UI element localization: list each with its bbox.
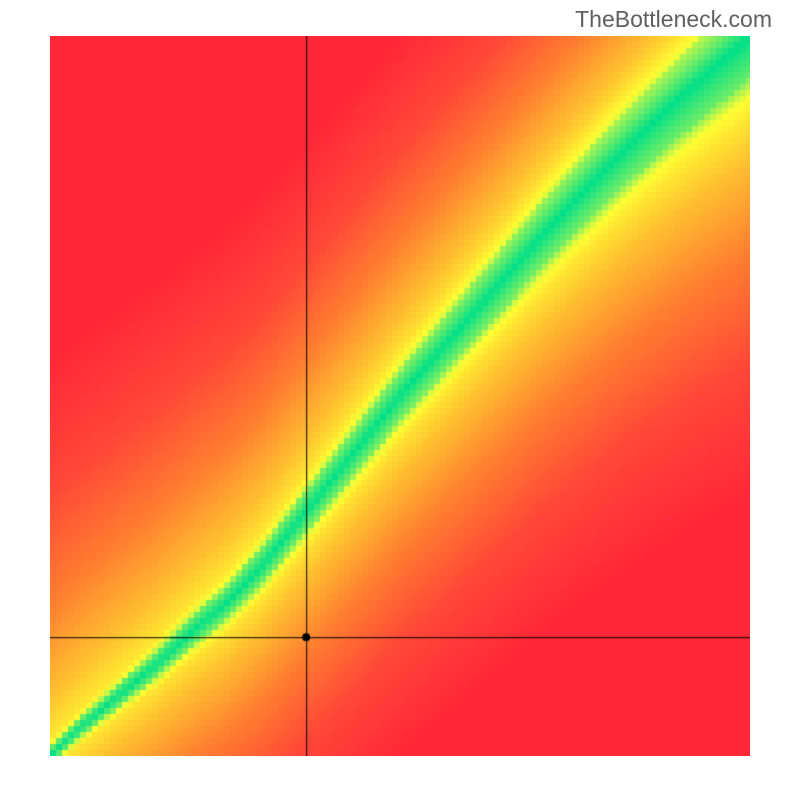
heatmap-chart (50, 36, 750, 756)
watermark: TheBottleneck.com (575, 6, 772, 33)
heatmap-canvas (50, 36, 750, 756)
chart-container: TheBottleneck.com (0, 0, 800, 800)
